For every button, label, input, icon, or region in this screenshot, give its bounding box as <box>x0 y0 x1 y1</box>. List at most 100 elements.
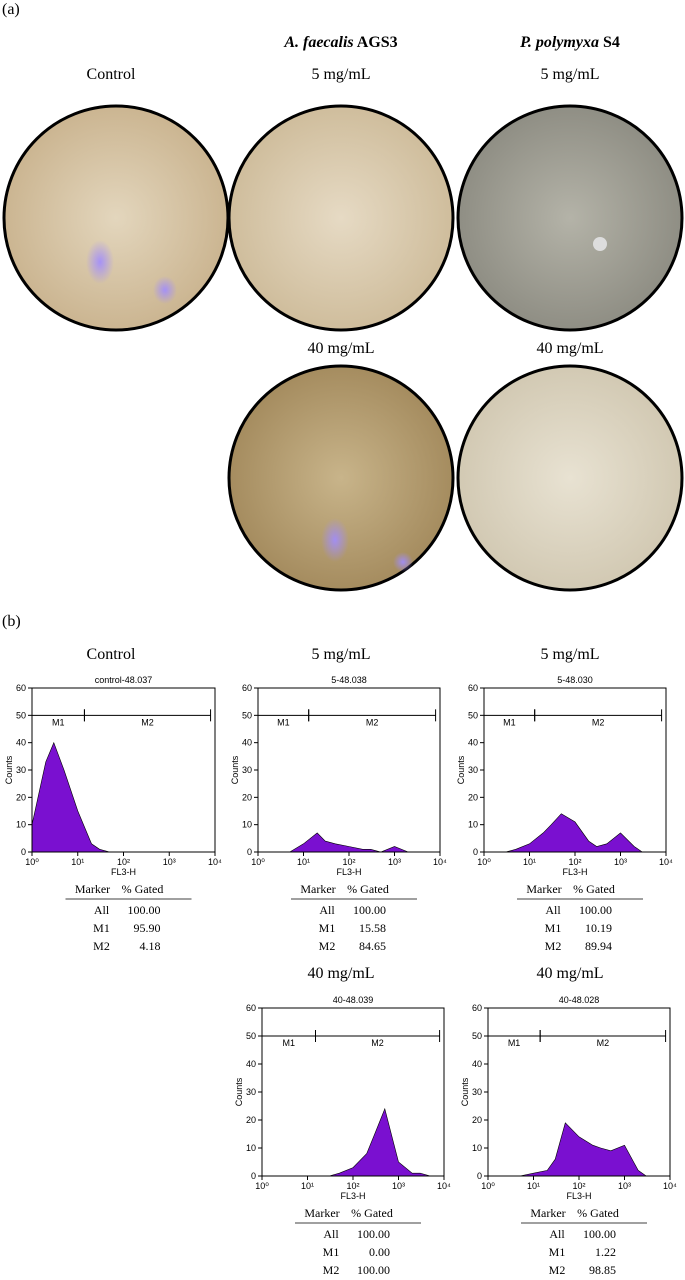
y-tick-label: 40 <box>472 1059 482 1069</box>
x-tick-label: 10² <box>568 857 581 867</box>
y-tick-label: 0 <box>247 847 252 857</box>
y-tick-label: 20 <box>246 1115 256 1125</box>
x-tick-label: 10⁰ <box>251 857 265 867</box>
y-axis-label: Counts <box>4 755 14 784</box>
table-cell: 100.00 <box>353 903 386 917</box>
y-tick-label: 60 <box>246 1003 256 1013</box>
micrograph <box>456 364 684 592</box>
y-tick-label: 60 <box>472 1003 482 1013</box>
table-header: % Gated <box>351 1206 393 1220</box>
y-tick-label: 10 <box>468 820 478 830</box>
plot-heading: Control <box>87 646 136 663</box>
histogram <box>488 1122 670 1177</box>
gate-label: M1 <box>503 717 516 727</box>
table-header: % Gated <box>122 882 164 896</box>
table-header: Marker <box>304 1206 339 1220</box>
table-cell: All <box>323 1227 339 1241</box>
micrograph <box>2 104 230 332</box>
x-tick-label: 10² <box>346 1181 359 1191</box>
table-header: Marker <box>530 1206 565 1220</box>
micrograph <box>456 104 684 332</box>
table-cell: 15.58 <box>359 921 386 935</box>
table-header: % Gated <box>577 1206 619 1220</box>
y-tick-label: 50 <box>16 710 26 720</box>
table-cell: 100.00 <box>128 903 161 917</box>
gate-label: M2 <box>592 717 605 727</box>
histogram <box>484 813 666 853</box>
y-axis-label: Counts <box>230 755 240 784</box>
table-header: % Gated <box>347 882 389 896</box>
y-tick-label: 50 <box>246 1031 256 1041</box>
table-cell: M1 <box>549 1245 566 1259</box>
y-tick-label: 40 <box>16 738 26 748</box>
y-tick-label: 0 <box>477 1171 482 1181</box>
image-label: 40 mg/mL <box>536 340 603 357</box>
gate-label: M1 <box>282 1038 295 1048</box>
gate-label: M2 <box>141 717 154 727</box>
plot-heading: 40 mg/mL <box>307 965 374 982</box>
x-axis-label: FL3-H <box>111 867 136 877</box>
x-tick-label: 10² <box>572 1181 585 1191</box>
x-tick-label: 10⁴ <box>659 857 673 867</box>
x-tick-label: 10³ <box>388 857 401 867</box>
y-tick-label: 40 <box>246 1059 256 1069</box>
table-cell: 10.19 <box>585 921 612 935</box>
gate-label: M1 <box>52 717 65 727</box>
plot-title: 5-48.038 <box>331 675 367 685</box>
histogram <box>262 1107 444 1177</box>
y-tick-label: 50 <box>468 710 478 720</box>
x-tick-label: 10⁴ <box>433 857 447 867</box>
image-label: 5 mg/mL <box>311 66 370 83</box>
panel-label: (a) <box>2 1 20 18</box>
table-cell: 100.00 <box>579 903 612 917</box>
table-cell: M2 <box>545 939 562 953</box>
table-cell: M2 <box>319 939 336 953</box>
species: P. polymyxa <box>519 34 599 51</box>
y-tick-label: 10 <box>472 1143 482 1153</box>
image-label: Control <box>87 66 136 83</box>
table-header: Marker <box>526 882 561 896</box>
x-tick-label: 10⁰ <box>477 857 491 867</box>
plot-title: 40-48.028 <box>559 995 600 1005</box>
y-tick-label: 0 <box>21 847 26 857</box>
strain: S4 <box>603 34 620 51</box>
plot-title: 5-48.030 <box>557 675 593 685</box>
table-cell: M2 <box>323 1263 340 1277</box>
x-tick-label: 10⁰ <box>25 857 39 867</box>
gate-label: M2 <box>371 1038 384 1048</box>
image-label: 5 mg/mL <box>540 66 599 83</box>
x-tick-label: 10² <box>117 857 130 867</box>
table-header: Marker <box>75 882 110 896</box>
y-axis-label: Counts <box>460 1077 470 1106</box>
plot-heading: 40 mg/mL <box>536 965 603 982</box>
y-tick-label: 60 <box>468 683 478 693</box>
column-header: A. faecalis AGS3 <box>283 34 397 51</box>
panel-label: (b) <box>2 613 21 630</box>
x-tick-label: 10¹ <box>301 1181 314 1191</box>
x-tick-label: 10⁰ <box>255 1181 269 1191</box>
x-tick-label: 10¹ <box>71 857 84 867</box>
plot-frame <box>257 687 441 853</box>
strain: AGS3 <box>357 34 398 51</box>
y-tick-label: 0 <box>473 847 478 857</box>
y-tick-label: 50 <box>472 1031 482 1041</box>
y-tick-label: 30 <box>16 765 26 775</box>
y-tick-label: 50 <box>242 710 252 720</box>
y-tick-label: 40 <box>242 738 252 748</box>
x-tick-label: 10² <box>342 857 355 867</box>
table-cell: M2 <box>549 1263 566 1277</box>
micrograph <box>227 364 455 592</box>
x-tick-label: 10³ <box>392 1181 405 1191</box>
table-cell: All <box>549 1227 565 1241</box>
table-cell: M1 <box>323 1245 340 1259</box>
gate-label: M2 <box>597 1038 610 1048</box>
table-cell: M1 <box>545 921 562 935</box>
plot-frame <box>261 1007 445 1177</box>
gate-label: M2 <box>366 717 379 727</box>
table-cell: All <box>94 903 110 917</box>
table-cell: 100.00 <box>583 1227 616 1241</box>
plot-title: control-48.037 <box>95 675 153 685</box>
table-cell: 89.94 <box>585 939 612 953</box>
table-cell: 0.00 <box>369 1245 390 1259</box>
